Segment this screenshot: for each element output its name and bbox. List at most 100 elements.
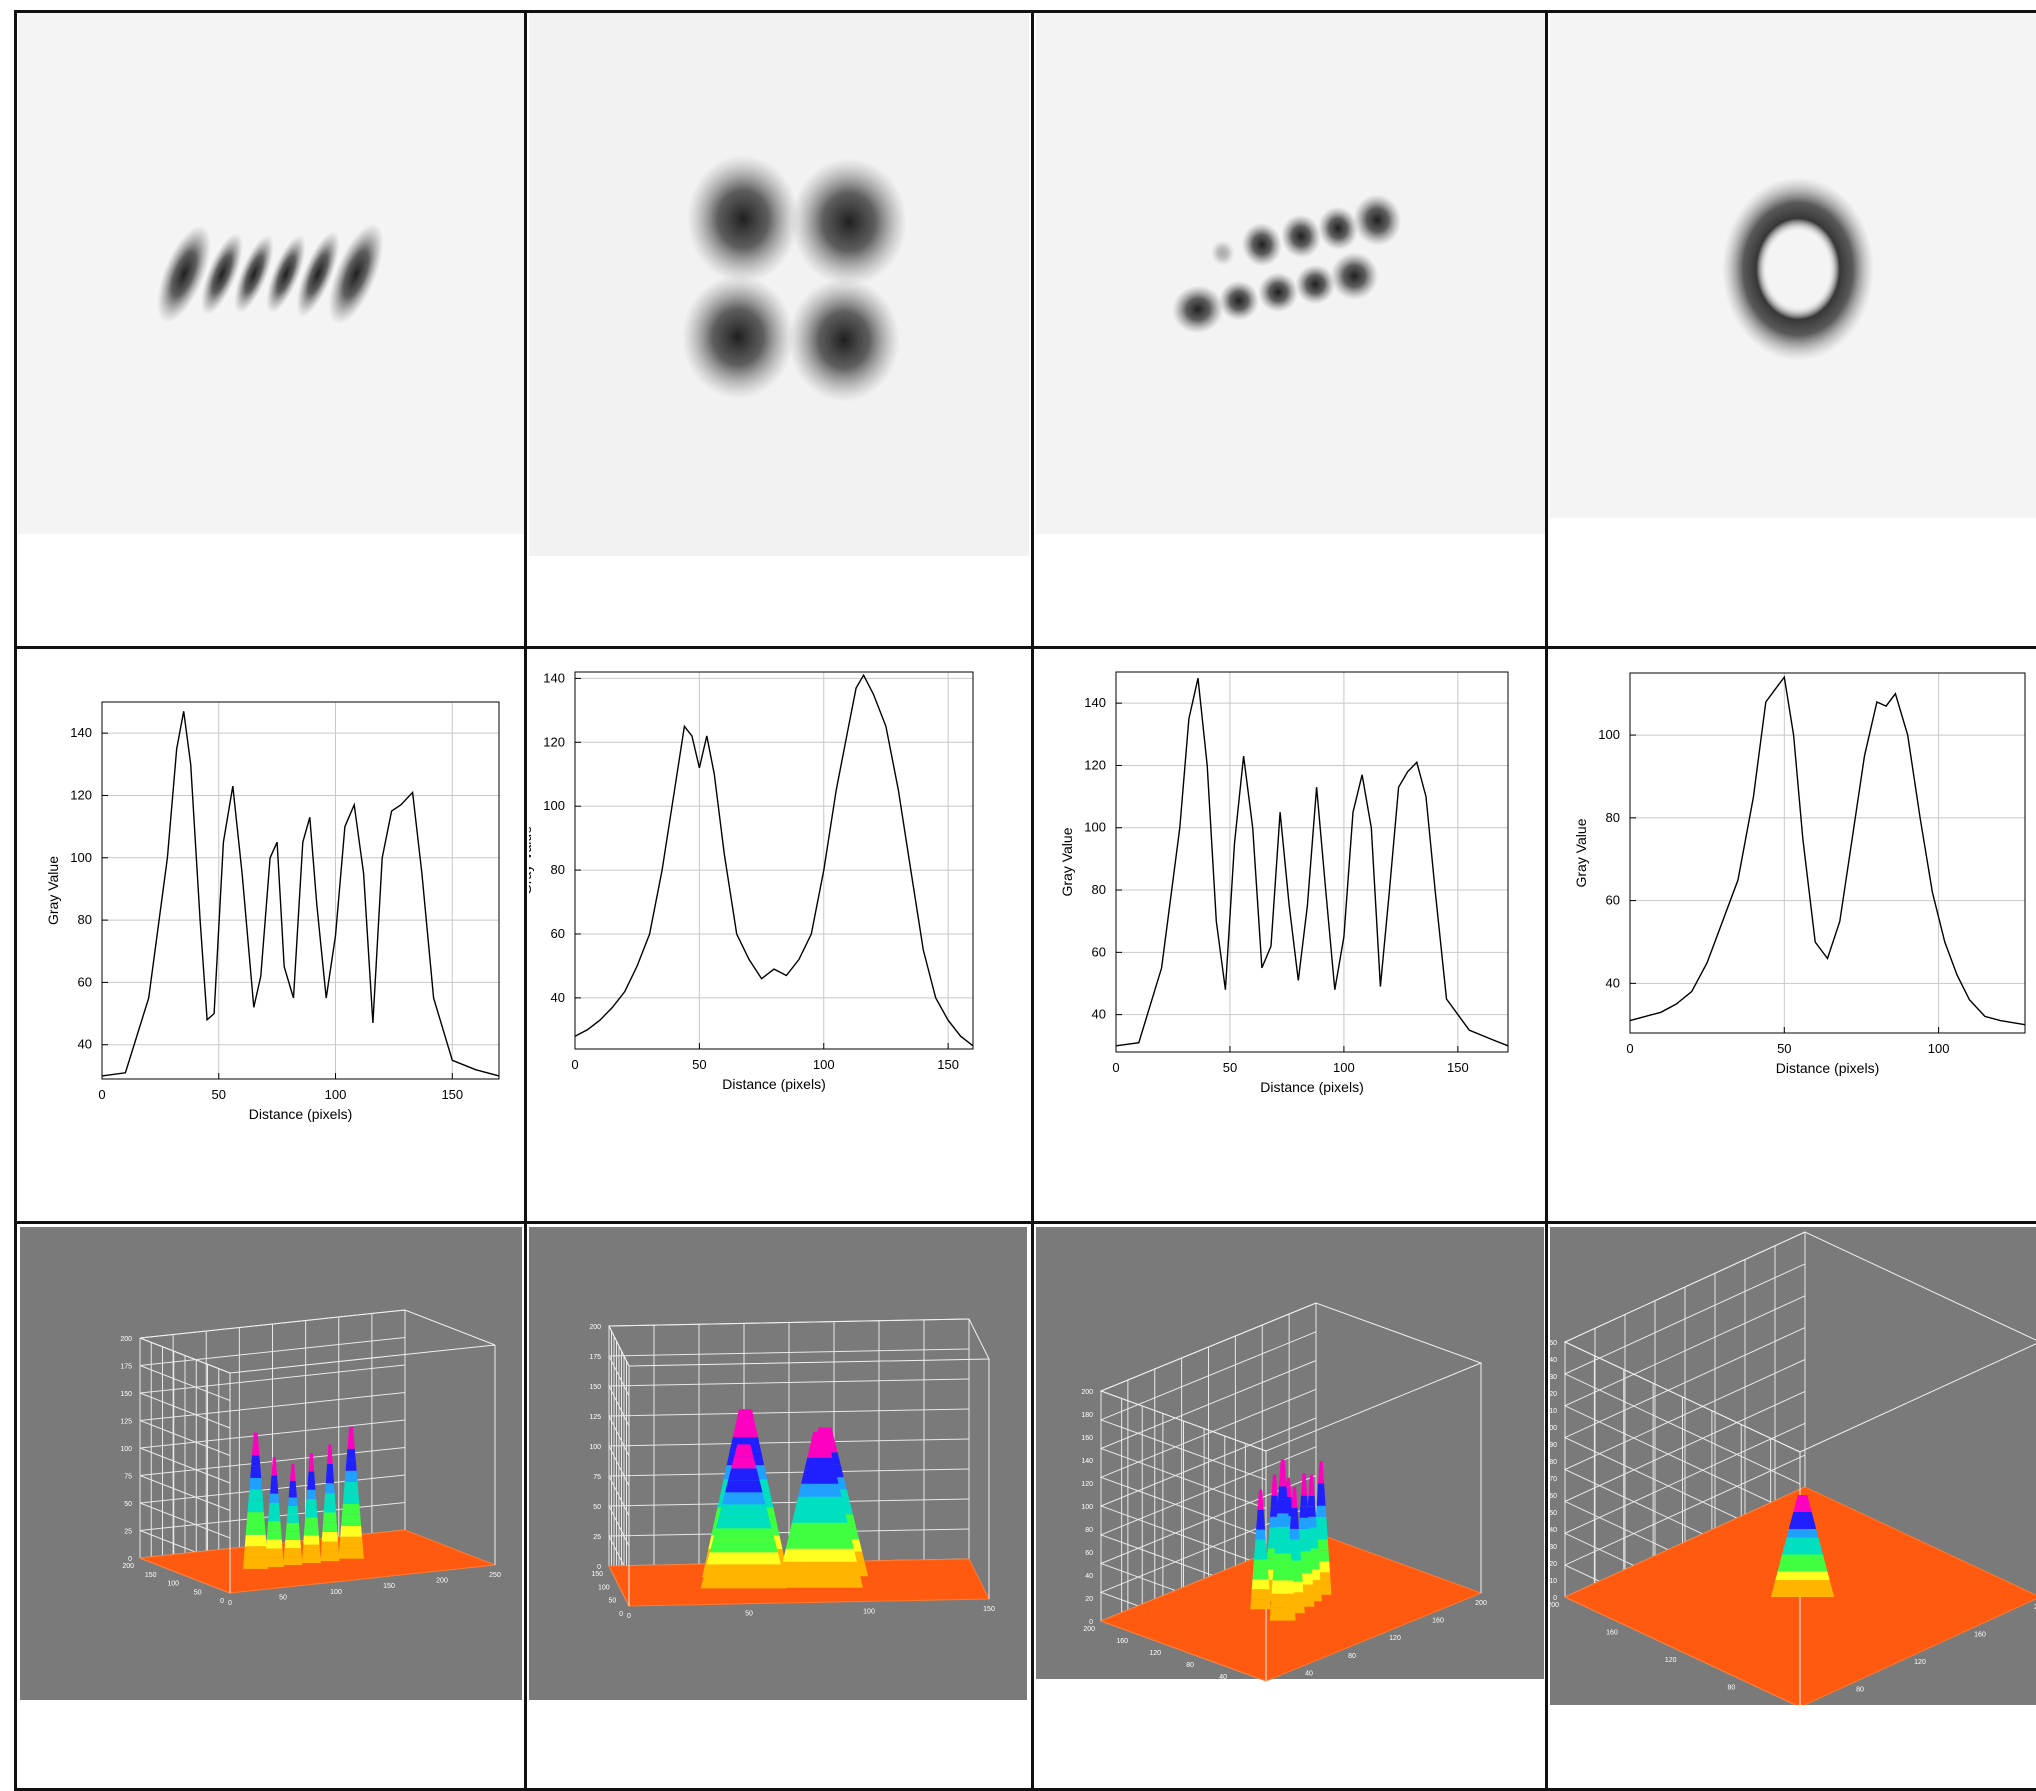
surface-peak-slice [252,1443,260,1456]
surface-peak-slice [715,1516,772,1529]
surface-peak-slice [267,1521,282,1531]
surface-peak-slice [285,1531,301,1540]
surface-peak-slice [1307,1495,1316,1507]
surface-peak-slice [1299,1506,1309,1518]
surface-peak-slice [1788,1520,1817,1529]
x-axis-label: Distance (pixels) [249,1106,352,1122]
surface-peak-slice [323,1512,337,1523]
surface-peak-slice [1276,1513,1290,1527]
axis-tick-label: 150 [145,1572,157,1579]
lobe [1210,239,1235,266]
box-edge [139,1309,496,1374]
lobe [266,234,306,314]
x-tick-label: 100 [1333,1060,1355,1075]
surface-peak-slice [290,1472,296,1481]
grid-line [14,10,17,1791]
z-tick-label: 40 [1085,1573,1093,1580]
axis-tick-label: 120 [1389,1635,1401,1642]
profile-line [1629,675,2026,1026]
lobe [1318,206,1359,251]
surface-peak-slice [1307,1506,1316,1517]
axis-tick-label: 80 [1348,1653,1356,1660]
y-axis-label: Gray Value [45,856,61,925]
z-tick-label: 0 [128,1556,132,1563]
y-tick-label: 100 [543,798,565,813]
surface-peak-slice [301,1553,321,1563]
surface-bg [20,1227,522,1700]
z-tick-label: 100 [120,1446,132,1453]
axis-tick-label: 150 [383,1583,395,1590]
y-tick-label: 100 [1084,820,1106,835]
z-tick-label: 150 [589,1384,601,1391]
y-tick-label: 80 [1606,810,1620,825]
surface-peak-slice [1290,1518,1299,1529]
surface-peak-slice [252,1432,259,1444]
surface-plot-1: 0 25 50 75 100 125 150 175 200 200 150 100 50 0 0 50 100… [20,1227,522,1700]
z-tick-label: 140 [1550,1357,1557,1364]
surface-peak-slice [249,1478,263,1490]
z-tick-label: 110 [1550,1408,1557,1415]
surface-peak-slice [1258,1489,1263,1500]
surface-peak-slice [339,1536,363,1548]
z-tick-label: 60 [1085,1550,1093,1557]
beam-image-4-svg [1550,12,2036,518]
surface-peak-slice [1277,1499,1289,1514]
beam-image-2 [529,12,1029,556]
surface-peak-slice [307,1471,315,1481]
x-tick-label: 0 [98,1087,105,1102]
axis-tick-label: 120 [1149,1650,1161,1657]
surface-peak-slice [245,1523,266,1535]
axis-tick-label: 0 [619,1611,623,1618]
surface-peak-slice [250,1466,262,1478]
plot-frame [101,701,500,1080]
z-tick-label: 25 [124,1529,132,1536]
surface-peak-slice [706,1552,781,1565]
x-tick-label: 150 [937,1057,959,1072]
axis-tick-label: 50 [745,1611,753,1618]
z-tick-label: 125 [589,1414,601,1421]
surface-peak-slice [1273,1553,1292,1567]
surface-peak-slice [1256,1519,1266,1530]
surface-peak-slice [307,1480,316,1490]
surface-peak-slice [1254,1539,1267,1550]
surface-plot-4: 0 10 20 30 40 50 60 70 80 90 100 110 120 130 140 150 200… [1550,1227,2036,1705]
axis-tick-label: 50 [609,1598,617,1605]
surface-peak-slice [1270,1506,1279,1517]
surface-peak-slice [346,1448,356,1460]
surface-peak-slice [266,1530,282,1540]
surface-peak-slice [1784,1537,1821,1546]
surface-peak-slice [1315,1505,1327,1517]
lobe [296,231,340,317]
z-tick-label: 100 [1550,1425,1557,1432]
box-edge [608,1318,990,1367]
surface-peak-slice [305,1498,317,1508]
surface-peak-slice [1770,1588,1835,1597]
surface-peak-slice [1252,1569,1269,1580]
lobe [682,275,794,399]
surface-peak-slice [251,1455,261,1467]
x-tick-label: 0 [1112,1060,1119,1075]
lobe [157,225,211,323]
profile-plot-1-svg: 0 50 100 150 40 60 80 100 120 140 Distance (pixels… [45,701,500,1122]
surface-peak-slice [343,1481,359,1493]
y-tick-label: 100 [70,850,92,865]
surface-peak-slice [286,1522,300,1532]
surface-peak-slice [719,1504,769,1517]
lobe [687,155,799,283]
axis-tick-label: 200 [1083,1626,1095,1633]
surface-peak-slice [1271,1580,1294,1594]
lobe [1280,214,1322,259]
z-tick-label: 175 [589,1354,601,1361]
surface-peak-slice [302,1544,321,1554]
beam-bg [1036,12,1546,534]
grid-line [524,10,527,1791]
z-tick-label: 50 [593,1504,601,1511]
z-tick-label: 140 [1081,1458,1093,1465]
lobe [1353,194,1402,247]
surface-peak-slice [290,1463,295,1473]
z-tick-label: 125 [120,1419,132,1426]
surface-peak-slice [340,1525,362,1537]
lobe [1241,222,1282,267]
